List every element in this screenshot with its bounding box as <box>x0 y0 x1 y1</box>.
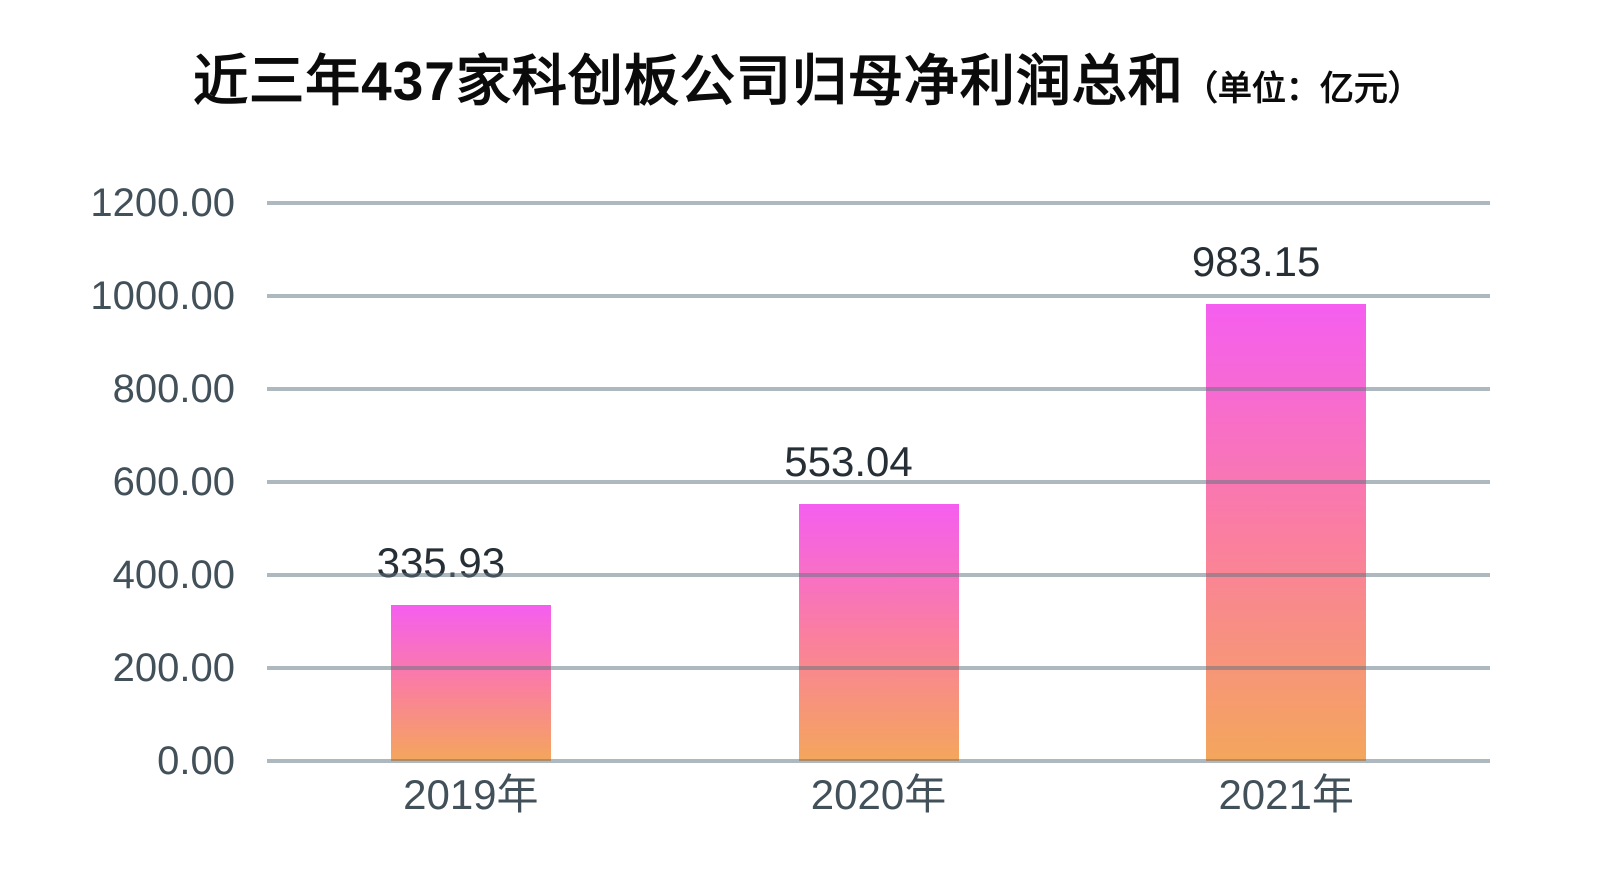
gridline <box>267 201 1490 205</box>
y-tick-label: 600.00 <box>112 460 235 504</box>
gridline <box>267 480 1490 484</box>
gridline <box>267 573 1490 577</box>
bar-2019年 <box>390 604 551 761</box>
y-tick-label: 800.00 <box>112 367 235 411</box>
x-tick-label: 2019年 <box>403 771 539 818</box>
chart-title: 近三年437家科创板公司归母净利润总和（单位：亿元） <box>0 36 1615 116</box>
y-tick-label: 400.00 <box>112 553 235 597</box>
y-tick-label: 1200.00 <box>90 181 235 225</box>
y-tick-label: 1000.00 <box>90 274 235 318</box>
gridline <box>267 387 1490 391</box>
chart-title-main: 近三年437家科创板公司归母净利润总和 <box>193 50 1184 112</box>
plot-area: 335.93 553.04 983.15 <box>267 201 1490 763</box>
x-tick-label: 2021年 <box>1218 771 1354 818</box>
y-tick-label: 200.00 <box>112 646 235 690</box>
gridline <box>267 666 1490 670</box>
chart-title-unit: （单位：亿元） <box>1183 70 1422 108</box>
bar-2021年 <box>1206 303 1367 761</box>
gridline <box>267 294 1490 298</box>
bar-value-label: 553.04 <box>784 437 913 485</box>
bar-value-label: 335.93 <box>376 538 506 586</box>
y-tick-label: 0.00 <box>157 739 235 783</box>
x-tick-label: 2020年 <box>810 771 947 818</box>
bar-2020年 <box>798 503 959 761</box>
bar-value-label: 983.15 <box>1191 237 1321 285</box>
y-axis: 1200.00 1000.00 800.00 600.00 400.00 200.00 0.… <box>0 181 237 783</box>
x-axis: 2019年 2020年 2021年 <box>267 770 1490 830</box>
gridline <box>267 759 1490 763</box>
